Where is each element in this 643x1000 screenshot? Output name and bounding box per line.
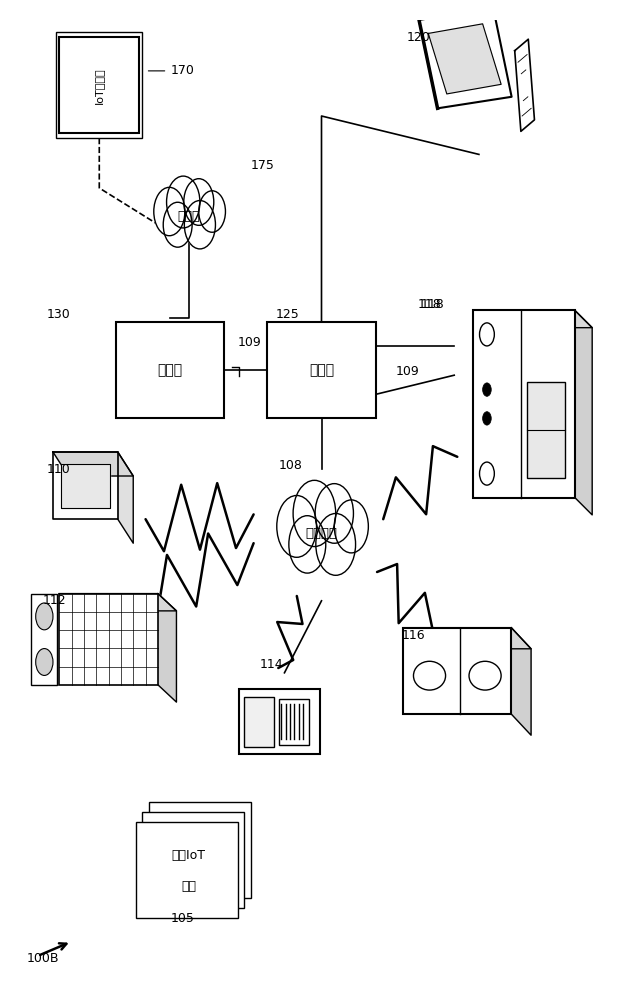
Polygon shape	[53, 452, 133, 476]
Text: 100B: 100B	[26, 952, 59, 965]
Polygon shape	[514, 39, 534, 131]
Text: IoT服务器: IoT服务器	[95, 67, 104, 104]
Text: 108: 108	[278, 459, 302, 472]
Text: 无源IoT: 无源IoT	[172, 849, 206, 862]
FancyBboxPatch shape	[244, 697, 274, 747]
Polygon shape	[61, 464, 111, 508]
Circle shape	[36, 603, 53, 630]
Polygon shape	[419, 8, 512, 108]
Text: 109: 109	[395, 365, 419, 378]
FancyBboxPatch shape	[239, 689, 320, 754]
FancyBboxPatch shape	[267, 322, 376, 418]
Circle shape	[289, 516, 326, 573]
Circle shape	[480, 462, 494, 485]
Polygon shape	[158, 594, 176, 702]
FancyBboxPatch shape	[473, 310, 575, 498]
FancyBboxPatch shape	[279, 699, 309, 745]
Circle shape	[184, 179, 213, 225]
FancyBboxPatch shape	[59, 37, 140, 133]
Text: 设备: 设备	[181, 880, 196, 893]
Text: 109: 109	[238, 336, 262, 349]
Circle shape	[154, 187, 185, 236]
Text: 170: 170	[149, 64, 194, 77]
FancyBboxPatch shape	[56, 32, 143, 138]
Text: 125: 125	[275, 308, 299, 321]
Text: 因特网: 因特网	[177, 210, 200, 223]
FancyBboxPatch shape	[59, 594, 158, 685]
Polygon shape	[53, 452, 118, 519]
Text: 116: 116	[402, 629, 426, 642]
Polygon shape	[428, 24, 501, 94]
Circle shape	[276, 495, 316, 557]
FancyBboxPatch shape	[116, 322, 224, 418]
Text: 监管器: 监管器	[158, 363, 183, 377]
Text: 118: 118	[417, 298, 441, 311]
Circle shape	[480, 323, 494, 346]
Polygon shape	[575, 310, 592, 515]
Circle shape	[334, 500, 368, 553]
Text: 175: 175	[251, 159, 275, 172]
Text: 118: 118	[421, 298, 444, 311]
FancyBboxPatch shape	[143, 812, 244, 908]
Polygon shape	[403, 628, 531, 649]
Circle shape	[483, 383, 491, 396]
Text: 112: 112	[42, 594, 66, 607]
Polygon shape	[473, 310, 592, 328]
Text: 120: 120	[406, 31, 430, 44]
FancyBboxPatch shape	[403, 628, 511, 714]
Circle shape	[293, 480, 336, 547]
Text: 105: 105	[170, 912, 194, 925]
Text: 114: 114	[260, 658, 284, 671]
Circle shape	[316, 513, 356, 575]
Circle shape	[36, 649, 53, 675]
Text: 110: 110	[47, 463, 71, 476]
Circle shape	[315, 484, 354, 543]
Circle shape	[185, 201, 215, 249]
Circle shape	[163, 202, 192, 247]
Polygon shape	[118, 452, 133, 543]
FancyBboxPatch shape	[32, 594, 57, 685]
Circle shape	[483, 412, 491, 425]
FancyBboxPatch shape	[136, 822, 238, 918]
Circle shape	[167, 176, 200, 228]
Circle shape	[199, 191, 226, 232]
FancyBboxPatch shape	[149, 802, 251, 898]
Text: 空中接口: 空中接口	[305, 527, 338, 540]
Text: 130: 130	[47, 308, 71, 321]
Polygon shape	[511, 628, 531, 735]
FancyBboxPatch shape	[527, 382, 565, 478]
Text: 接入点: 接入点	[309, 363, 334, 377]
Polygon shape	[59, 594, 176, 611]
